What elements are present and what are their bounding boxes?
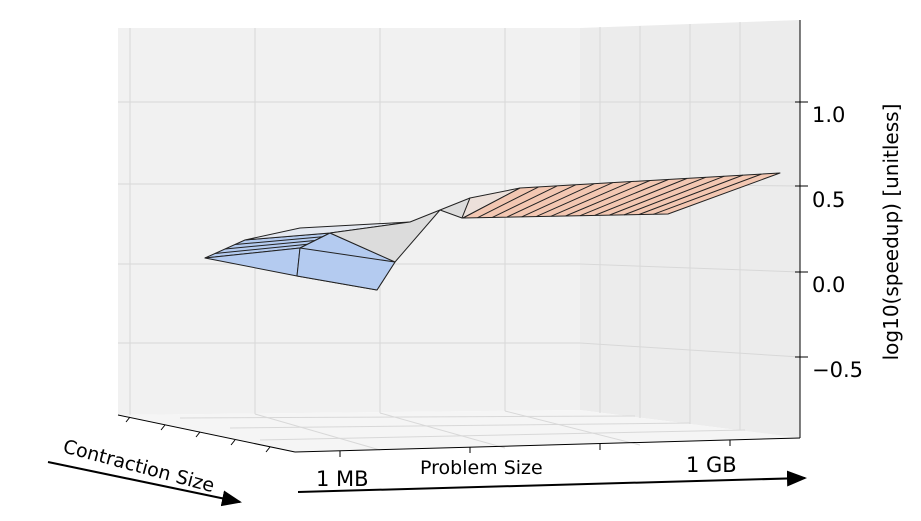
- y-axis-label: Contraction Size: [61, 436, 217, 498]
- surface-mesh-line: [653, 173, 762, 215]
- y-ticks: [125, 416, 271, 453]
- z-ticks: [795, 101, 808, 358]
- surface: [204, 172, 781, 291]
- surface-mesh-line: [594, 177, 688, 216]
- x-ticks: [339, 440, 731, 457]
- z-axis-label: log10(speedup) [unitless]: [879, 104, 903, 361]
- x-axis-label: Problem Size: [420, 457, 543, 479]
- surface-mesh-line: [214, 243, 308, 254]
- surface-mesh-line: [579, 178, 669, 217]
- z-tick-label: −0.5: [812, 358, 863, 382]
- back-pane: [118, 28, 580, 415]
- surface-facet: [462, 172, 781, 219]
- surface-mesh-line: [477, 186, 539, 219]
- z-tick-label: 1.0: [812, 103, 845, 127]
- y-axis-arrow: [47, 461, 242, 507]
- surface-mesh-line: [521, 183, 595, 218]
- x-axis-arrow: [297, 470, 807, 493]
- surface-mesh-line: [565, 180, 651, 217]
- surface-mesh-line: [535, 182, 614, 218]
- surface-mesh-line: [492, 185, 558, 218]
- z-tick-labels: 1.0 0.5 0.0 −0.5: [812, 103, 863, 382]
- z-tick-label: 0.5: [812, 188, 845, 212]
- y-axis-line: [117, 414, 296, 453]
- surface-mesh-line: [234, 236, 323, 245]
- x-tick-label-1gb: 1 GB: [686, 453, 737, 477]
- surface-mesh-line: [623, 175, 725, 216]
- surface-mesh-line: [506, 184, 576, 218]
- surface-mesh-line: [224, 240, 316, 250]
- surface-mesh-line: [638, 174, 744, 216]
- surface-mesh-line: [609, 176, 706, 216]
- x-tick-label-1mb: 1 MB: [316, 467, 369, 491]
- surface-mesh-line: [550, 181, 632, 217]
- floor-grid: [179, 410, 746, 451]
- floor-pane: [118, 410, 800, 452]
- x-axis-line: [294, 437, 801, 453]
- z-tick-label: 0.0: [812, 273, 845, 297]
